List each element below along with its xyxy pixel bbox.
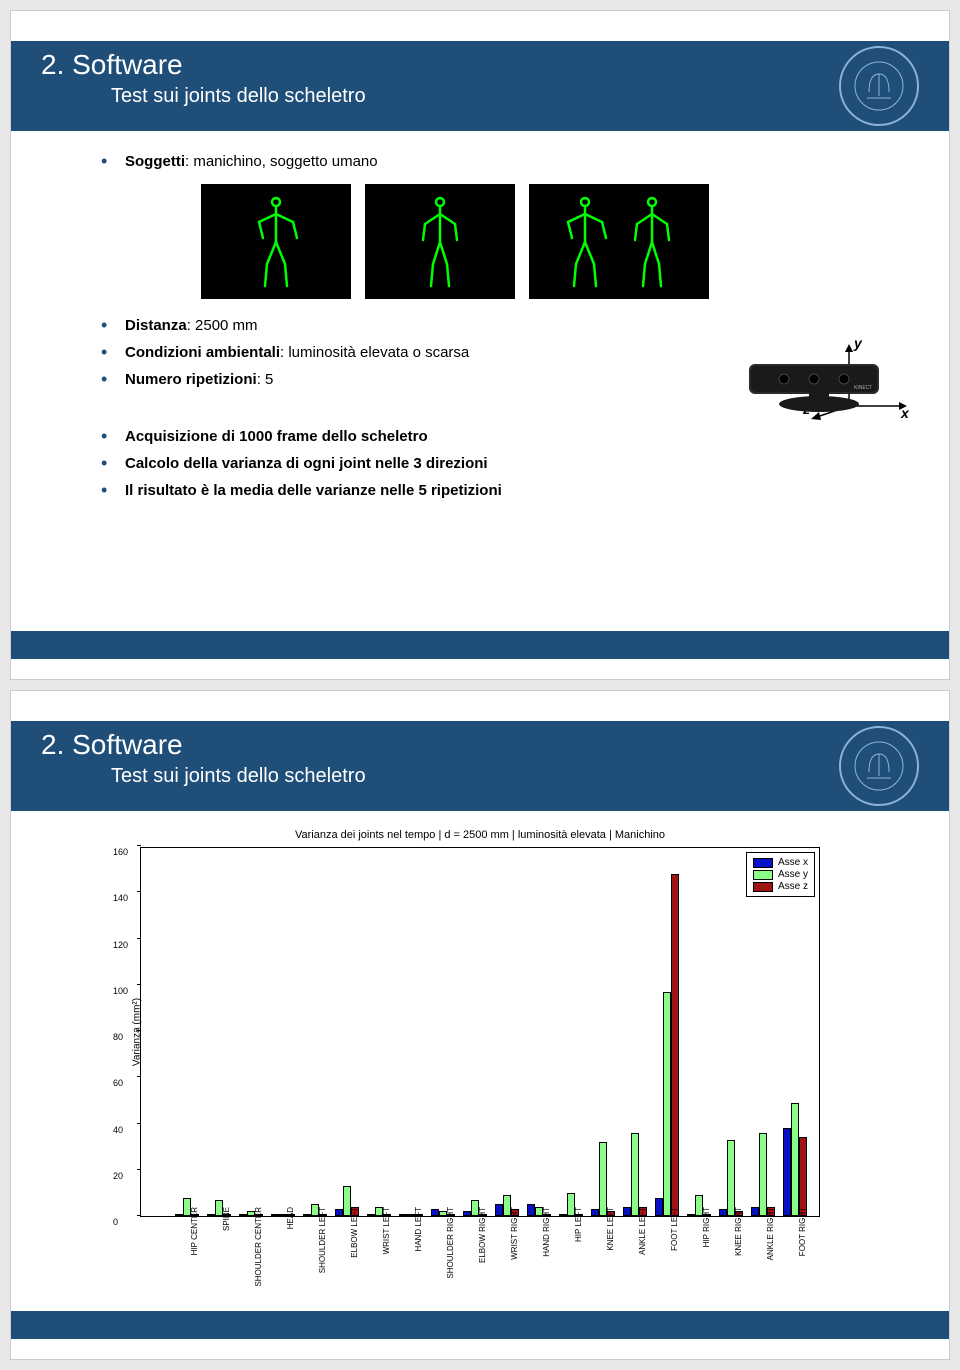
x-tick-label: WRIST LEFT (382, 1207, 391, 1254)
bullet-item: Il risultato è la media delle varianze n… (101, 480, 889, 501)
y-tick: 160 (113, 847, 128, 857)
bar-group (655, 874, 679, 1216)
header-band: 2. Software Test sui joints dello schele… (11, 721, 949, 811)
x-tick-label: FOOT LEFT (670, 1207, 679, 1251)
slide-subtitle: Test sui joints dello scheletro (111, 85, 929, 108)
x-tick-label: HIP CENTER (190, 1207, 199, 1255)
x-tick-label: SPINE (222, 1207, 231, 1231)
y-tick: 120 (113, 940, 128, 950)
slide-title: 2. Software (41, 49, 929, 81)
bar (791, 1103, 799, 1216)
university-logo (839, 46, 919, 126)
bar (671, 874, 679, 1216)
content-area: Soggetti: manichino, soggetto umano (11, 131, 949, 501)
kinect-sensor-image: y x z KINECT (709, 336, 909, 426)
bars-container (171, 848, 809, 1216)
bullet-group-c: Acquisizione di 1000 frame dello schelet… (101, 426, 889, 501)
chart-plot-area: Varianza (mm²) Asse x Asse y Asse z 0204… (140, 847, 820, 1217)
axis-y-label: y (853, 336, 863, 351)
axis-x-label: x (900, 405, 909, 421)
chart-legend: Asse x Asse y Asse z (746, 852, 815, 897)
x-tick-label: WRIST RIGHT (510, 1207, 519, 1260)
x-tick-label: ELBOW LEFT (350, 1207, 359, 1258)
stick-figure-icon (413, 192, 468, 292)
y-axis-label: Varianza (mm²) (132, 998, 143, 1066)
bullet-item: Acquisizione di 1000 frame dello schelet… (101, 426, 889, 447)
y-tick: 40 (113, 1125, 123, 1135)
footer-band (11, 631, 949, 659)
legend-item-x: Asse x (753, 857, 808, 868)
chart-title: Varianza dei joints nel tempo | d = 2500… (140, 829, 820, 841)
bar-group (783, 1103, 807, 1216)
skeleton-image-1 (201, 184, 351, 299)
y-tick: 0 (113, 1217, 118, 1227)
x-tick-label: SHOULDER LEFT (318, 1207, 327, 1273)
x-tick-label: ANKLE LEFT (638, 1207, 647, 1255)
legend-item-z: Asse z (753, 881, 808, 892)
bullet-group-a: Soggetti: manichino, soggetto umano (101, 151, 889, 172)
y-tick: 20 (113, 1171, 123, 1181)
svg-text:KINECT: KINECT (854, 385, 872, 391)
y-tick: 80 (113, 1032, 123, 1042)
bullet-item: Calcolo della varianza di ogni joint nel… (101, 453, 889, 474)
y-tick: 100 (113, 986, 128, 996)
x-tick-label: HIP RIGHT (702, 1207, 711, 1247)
slide-subtitle: Test sui joints dello scheletro (111, 765, 929, 788)
y-tick: 60 (113, 1078, 123, 1088)
x-tick-label: KNEE RIGHT (734, 1207, 743, 1256)
bullet-item: Soggetti: manichino, soggetto umano (101, 151, 889, 172)
x-tick-label: ELBOW RIGHT (478, 1207, 487, 1263)
bar (663, 992, 671, 1216)
header-band: 2. Software Test sui joints dello schele… (11, 41, 949, 131)
x-tick-label: KNEE LEFT (606, 1207, 615, 1251)
x-tick-label: HIP LEFT (574, 1207, 583, 1242)
footer-band (11, 1311, 949, 1339)
slide-title: 2. Software (41, 729, 929, 761)
x-tick-label: HAND RIGHT (542, 1207, 551, 1257)
x-tick-label: FOOT RIGHT (798, 1207, 807, 1256)
slide-1: 2. Software Test sui joints dello schele… (10, 10, 950, 680)
stick-figure-icon (249, 192, 304, 292)
slide-2: 2. Software Test sui joints dello schele… (10, 690, 950, 1360)
legend-item-y: Asse y (753, 869, 808, 880)
y-tick: 140 (113, 893, 128, 903)
variance-chart: Varianza dei joints nel tempo | d = 2500… (140, 829, 820, 1269)
x-tick-label: ANKLE RIGHT (766, 1207, 775, 1260)
x-tick-label: SHOULDER RIGHT (446, 1207, 455, 1279)
university-logo (839, 726, 919, 806)
skeleton-images-row (201, 184, 889, 299)
stick-figure-icon (625, 192, 680, 292)
x-tick-label: SHOULDER CENTER (254, 1207, 263, 1287)
skeleton-image-2 (365, 184, 515, 299)
x-tick-label: HAND LEFT (414, 1207, 423, 1251)
stick-figure-icon (558, 192, 613, 292)
skeleton-image-3 (529, 184, 709, 299)
bullet-item: Distanza: 2500 mm (101, 315, 889, 336)
x-tick-label: HEAD (286, 1207, 295, 1229)
x-axis-labels: HIP CENTERSPINESHOULDER CENTERHEADSHOULD… (170, 1201, 810, 1261)
